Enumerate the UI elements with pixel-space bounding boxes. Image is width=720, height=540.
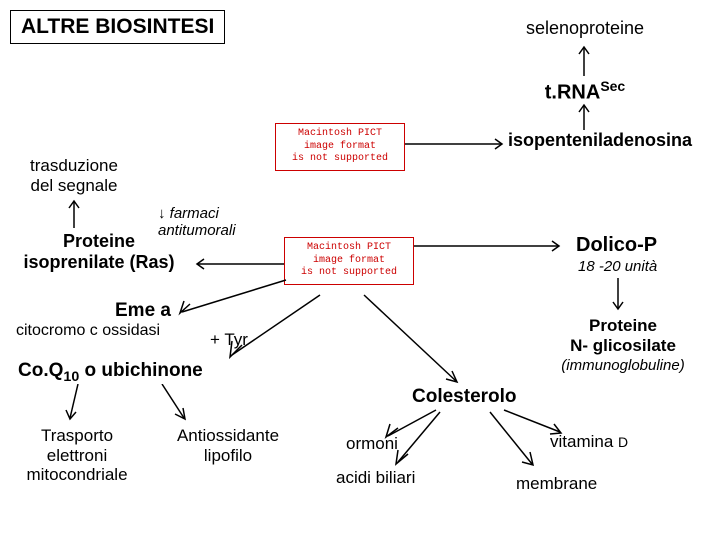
label-coq10: Co.Q10 o ubichinone (18, 360, 203, 385)
trs-3: mitocondriale (26, 465, 127, 484)
arrow-diag-coq (220, 293, 340, 363)
arrow-left-isopren (192, 256, 284, 272)
glic-2: N- glicosilate (570, 336, 676, 355)
label-antiossidante: Antiossidante lipofilo (158, 426, 298, 465)
ph-l2: image format (304, 141, 376, 152)
arrow-up-selenoproteine (576, 44, 592, 76)
label-trasporto: Trasporto elettroni mitocondriale (12, 426, 142, 485)
ph-l3: is not supported (292, 153, 388, 164)
farmaci-2: antitumorali (158, 222, 236, 239)
coq-sub: 10 (63, 369, 79, 385)
trs-2: elettroni (47, 446, 107, 465)
vitd-a: vitamina (550, 432, 618, 451)
ant-1: Antiossidante (177, 426, 279, 445)
arrow-down-dolico (610, 278, 626, 314)
pict-placeholder-center: Macintosh PICT image format is not suppo… (284, 237, 414, 285)
farmaci-1: farmaci (170, 205, 219, 222)
label-trasduzione: trasduzione del segnale (14, 156, 134, 195)
arrow-up-trna (576, 102, 592, 130)
label-eme-a: Eme a (115, 300, 171, 322)
label-colesterolo: Colesterolo (412, 386, 517, 408)
pict-placeholder-top: Macintosh PICT image format is not suppo… (275, 123, 405, 171)
ph2-l1: Macintosh PICT (307, 242, 391, 253)
tras-1: trasduzione (30, 156, 118, 175)
label-membrane: membrane (516, 474, 597, 494)
label-ormoni: ormoni (346, 434, 398, 454)
trna-sup: Sec (600, 78, 625, 94)
label-n-glicosilate: Proteine N- glicosilate (immunoglobuline… (548, 316, 698, 375)
tras-2: del segnale (31, 176, 118, 195)
arrow-up-trasduzione (66, 198, 82, 228)
arrow-right-dolico (414, 238, 564, 254)
label-trna-sec: t.RNASec (500, 78, 670, 105)
arrow-down-trasporto (64, 384, 84, 424)
label-isopenteniladenosina: isopenteniladenosina (508, 130, 692, 151)
arrow-col-membrane (486, 410, 546, 472)
ph2-l2: image format (313, 255, 385, 266)
coq-a: Co.Q (18, 360, 63, 381)
arrow-diag-colesterolo (360, 293, 470, 387)
diagram-title: ALTRE BIOSINTESI (10, 10, 225, 44)
prot-2: isoprenilate (Ras) (23, 252, 174, 272)
label-selenoproteine: selenoproteine (500, 18, 670, 39)
trs-1: Trasporto (41, 426, 113, 445)
farmaci-ar: ↓ (158, 205, 170, 222)
vitd-b: D (618, 434, 628, 450)
prot-1: Proteine (63, 231, 135, 251)
label-vitamina-d: vitamina D (550, 432, 628, 452)
ph-l1: Macintosh PICT (298, 128, 382, 139)
ph2-l3: is not supported (301, 267, 397, 278)
arrow-right-isopent (405, 136, 507, 152)
glic-3: (immunoglobuline) (561, 357, 684, 374)
ant-2: lipofilo (204, 446, 252, 465)
glic-1: Proteine (589, 316, 657, 335)
label-farmaci: ↓ farmaci antitumorali (158, 206, 236, 239)
coq-b: o ubichinone (79, 360, 203, 381)
label-citocromo: citocromo c ossidasi (16, 322, 160, 340)
label-dolico-units: 18 -20 unità (578, 258, 657, 275)
label-acidi-biliari: acidi biliari (336, 468, 415, 488)
arrow-down-antiox (156, 384, 196, 424)
label-dolico-p: Dolico-P (576, 234, 657, 257)
trna-text: t.RNA (545, 82, 601, 104)
